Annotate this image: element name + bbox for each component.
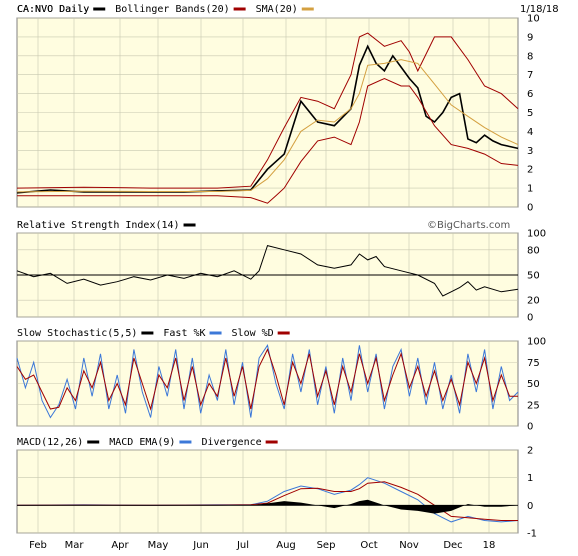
x-month-label: Oct bbox=[360, 540, 377, 551]
macd-ytick-label: -1 bbox=[527, 529, 537, 540]
price-ytick-label: 6 bbox=[527, 89, 533, 100]
x-month-label: Jul bbox=[236, 540, 249, 551]
macd-ytick-label: 0 bbox=[527, 501, 533, 512]
x-month-label: Nov bbox=[399, 540, 419, 551]
price-ytick-label: 10 bbox=[527, 14, 540, 25]
rsi-ytick-label: 50 bbox=[527, 271, 540, 282]
rsi-series-line bbox=[16, 245, 519, 297]
chart-date: 1/18/18 bbox=[520, 4, 559, 15]
rsi-legend-label: Relative Strength Index(14) bbox=[17, 220, 180, 231]
stochastic-legend-label: Slow %D bbox=[232, 328, 274, 339]
bigcharts-watermark: ©BigCharts.com bbox=[427, 220, 510, 231]
rsi-ytick-label: 0 bbox=[527, 313, 533, 324]
macd-legend-label: Divergence bbox=[201, 437, 261, 448]
x-month-label: May bbox=[148, 540, 169, 551]
macd-panel-bg bbox=[16, 449, 519, 534]
stochastic-ytick-label: 100 bbox=[527, 337, 546, 348]
stochastic-series-line bbox=[16, 348, 518, 411]
macd-ytick-label: 2 bbox=[527, 446, 533, 457]
stochastic-legend-label: Fast %K bbox=[163, 328, 205, 339]
x-month-label: Sep bbox=[317, 540, 336, 551]
price-legend-label: Bollinger Bands(20) bbox=[115, 4, 229, 15]
rsi-ytick-label: 100 bbox=[527, 229, 546, 240]
price-ytick-label: 1 bbox=[527, 184, 533, 195]
price-ytick-label: 7 bbox=[527, 70, 533, 81]
x-month-label: Jun bbox=[192, 540, 209, 551]
stochastic-legend-label: Slow Stochastic(5,5) bbox=[17, 328, 137, 339]
rsi-ytick-label: 80 bbox=[527, 245, 540, 256]
price-series-line bbox=[16, 59, 519, 193]
price-legend-title: CA:NVO Daily bbox=[17, 4, 89, 15]
x-month-label: 18 bbox=[483, 540, 496, 551]
macd-legend-label: MACD(12,26) bbox=[17, 437, 83, 448]
x-month-label: Apr bbox=[111, 540, 129, 551]
stochastic-ytick-label: 25 bbox=[527, 400, 540, 411]
x-month-label: Dec bbox=[443, 540, 462, 551]
stochastic-ytick-label: 75 bbox=[527, 358, 540, 369]
stochastic-ytick-label: 50 bbox=[527, 379, 540, 390]
rsi-ytick-label: 20 bbox=[527, 296, 540, 307]
stochastic-series-line bbox=[16, 344, 519, 419]
price-ytick-label: 2 bbox=[527, 165, 533, 176]
macd-divergence-area bbox=[250, 499, 519, 514]
price-series-line bbox=[17, 77, 519, 204]
price-ytick-label: 0 bbox=[527, 203, 533, 214]
price-legend-label: CA:NVO Daily bbox=[17, 4, 89, 15]
macd-legend-label: MACD EMA(9) bbox=[109, 437, 175, 448]
price-legend-label: SMA(20) bbox=[256, 4, 298, 15]
price-ytick-label: 3 bbox=[527, 146, 533, 157]
price-ytick-label: 8 bbox=[527, 51, 533, 62]
x-month-label: Feb bbox=[29, 540, 47, 551]
price-ytick-label: 5 bbox=[527, 108, 533, 119]
price-ytick-label: 4 bbox=[527, 127, 533, 138]
price-ytick-label: 9 bbox=[527, 32, 533, 43]
x-month-label: Mar bbox=[65, 540, 85, 551]
x-month-label: Aug bbox=[276, 540, 296, 551]
price-series-line bbox=[16, 32, 519, 189]
stochastic-ytick-label: 0 bbox=[527, 422, 533, 433]
macd-ytick-label: 1 bbox=[527, 473, 533, 484]
